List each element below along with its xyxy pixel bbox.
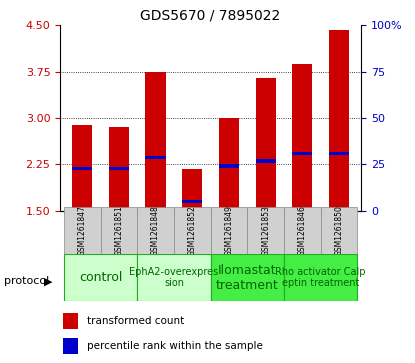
- Bar: [174, 207, 210, 254]
- Text: ▶: ▶: [44, 276, 52, 286]
- Bar: [256, 78, 276, 211]
- Bar: [321, 207, 357, 254]
- Text: EphA2-overexpres
sion: EphA2-overexpres sion: [129, 267, 219, 289]
- Bar: [256, 159, 276, 163]
- Text: GSM1261848: GSM1261848: [151, 205, 160, 256]
- Text: GSM1261846: GSM1261846: [298, 205, 307, 256]
- Bar: [146, 72, 166, 211]
- Bar: [146, 156, 166, 159]
- Bar: [284, 207, 321, 254]
- Text: transformed count: transformed count: [87, 316, 185, 326]
- Text: control: control: [79, 271, 122, 284]
- Bar: [72, 125, 92, 211]
- Text: Rho activator Calp
eptin treatment: Rho activator Calp eptin treatment: [276, 267, 366, 289]
- Bar: [247, 207, 284, 254]
- Bar: [292, 64, 312, 211]
- Text: GSM1261847: GSM1261847: [78, 205, 87, 256]
- Bar: [284, 254, 357, 301]
- Bar: [63, 313, 78, 330]
- Bar: [329, 30, 349, 211]
- Text: percentile rank within the sample: percentile rank within the sample: [87, 341, 263, 351]
- Bar: [182, 168, 203, 211]
- Bar: [211, 207, 247, 254]
- Title: GDS5670 / 7895022: GDS5670 / 7895022: [141, 9, 281, 23]
- Text: GSM1261849: GSM1261849: [225, 205, 234, 256]
- Text: GSM1261852: GSM1261852: [188, 205, 197, 256]
- Text: GSM1261853: GSM1261853: [261, 205, 270, 256]
- Text: Ilomastat
treatment: Ilomastat treatment: [216, 264, 279, 292]
- Bar: [211, 254, 284, 301]
- Bar: [72, 167, 92, 170]
- Text: protocol: protocol: [4, 276, 49, 286]
- Bar: [137, 207, 174, 254]
- Bar: [219, 118, 239, 211]
- Bar: [292, 152, 312, 155]
- Bar: [329, 152, 349, 155]
- Bar: [219, 164, 239, 168]
- Bar: [100, 207, 137, 254]
- Text: GSM1261851: GSM1261851: [115, 205, 123, 256]
- Bar: [109, 127, 129, 211]
- Bar: [109, 167, 129, 170]
- Bar: [64, 254, 137, 301]
- Bar: [64, 207, 100, 254]
- Bar: [182, 200, 203, 203]
- Text: GSM1261850: GSM1261850: [334, 205, 344, 256]
- Bar: [63, 338, 78, 354]
- Bar: [137, 254, 211, 301]
